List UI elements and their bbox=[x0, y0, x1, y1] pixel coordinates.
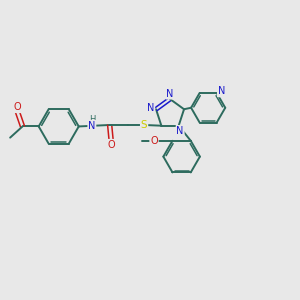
Text: H: H bbox=[89, 115, 95, 124]
Text: O: O bbox=[150, 136, 158, 146]
Text: S: S bbox=[141, 120, 147, 130]
Text: N: N bbox=[88, 121, 95, 131]
Text: N: N bbox=[166, 89, 174, 99]
Text: O: O bbox=[107, 140, 115, 150]
Text: O: O bbox=[14, 102, 21, 112]
Text: N: N bbox=[218, 86, 225, 97]
Text: N: N bbox=[147, 103, 154, 113]
Text: N: N bbox=[176, 126, 184, 136]
